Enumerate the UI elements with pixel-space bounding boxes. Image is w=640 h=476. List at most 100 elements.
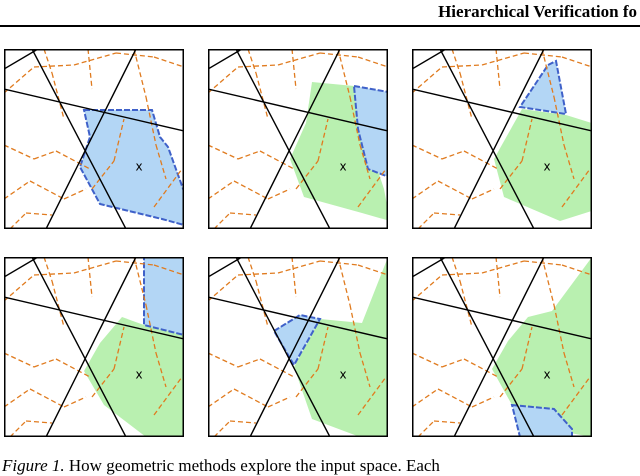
activation-boundary <box>563 144 575 180</box>
activation-boundary <box>471 188 495 200</box>
activation-boundary <box>417 420 435 437</box>
activation-boundary <box>4 388 31 408</box>
activation-boundary <box>349 304 361 354</box>
activation-boundary <box>208 352 239 368</box>
activation-boundary <box>495 257 501 298</box>
panel-frame <box>4 49 184 229</box>
activation-boundary <box>229 212 257 216</box>
activation-boundary <box>521 326 533 370</box>
activation-boundary <box>237 64 279 68</box>
verified-region <box>494 109 592 221</box>
figure-panel-svg: x <box>4 257 184 437</box>
caption-lead: Figure 1. <box>2 456 65 475</box>
activation-boundary <box>237 358 261 368</box>
activation-boundary <box>259 150 295 170</box>
layer-boundary <box>208 49 243 70</box>
activation-boundary <box>481 260 525 274</box>
activation-boundary <box>113 326 125 370</box>
verified-region <box>290 82 388 221</box>
layer-boundary <box>235 49 331 229</box>
caption-text: How geometric methods explore the input … <box>68 456 440 475</box>
active-region <box>143 257 184 337</box>
layer-boundary <box>45 49 137 229</box>
activation-boundary <box>155 144 167 180</box>
activation-boundary <box>441 272 483 276</box>
activation-boundary <box>4 274 35 302</box>
activation-boundary <box>267 188 291 200</box>
activation-boundary <box>4 144 35 160</box>
layer-boundary <box>208 257 243 278</box>
layer-boundary <box>412 257 447 278</box>
activation-boundary <box>499 160 523 190</box>
layer-boundary <box>45 257 137 437</box>
activation-boundary <box>337 49 351 98</box>
activation-boundary <box>349 96 361 146</box>
layer-boundary <box>4 49 39 70</box>
layer-boundary <box>31 257 127 437</box>
figure-panel-2: x <box>208 49 388 229</box>
figure-panel-5: x <box>208 257 388 437</box>
figure-panel-svg: x <box>412 257 592 437</box>
activation-boundary <box>433 212 461 216</box>
activation-boundary <box>213 420 231 437</box>
activation-boundary <box>277 260 321 274</box>
activation-boundary <box>145 304 157 354</box>
activation-boundary <box>523 52 563 58</box>
layer-boundary <box>4 296 184 340</box>
activation-boundary <box>317 326 329 370</box>
activation-boundary <box>213 212 231 229</box>
activation-boundary <box>359 352 371 388</box>
activation-boundary <box>43 49 53 74</box>
activation-boundary <box>463 150 499 170</box>
activation-boundary <box>412 388 439 408</box>
activation-boundary <box>115 52 155 58</box>
layer-boundary <box>235 257 331 437</box>
activation-boundary <box>9 212 27 229</box>
activation-boundary <box>541 257 555 306</box>
input-point-marker: x <box>339 368 346 382</box>
activation-boundary <box>237 150 261 160</box>
layer-boundary <box>412 49 447 70</box>
activation-boundary <box>541 49 555 98</box>
layer-boundary <box>453 49 545 229</box>
activation-boundary <box>4 352 35 368</box>
activation-boundary <box>208 144 239 160</box>
activation-boundary <box>4 180 31 200</box>
activation-boundary <box>233 388 269 408</box>
running-header-title: Hierarchical Verification fo <box>438 2 637 21</box>
activation-boundary <box>451 49 461 74</box>
layer-boundary <box>4 257 39 278</box>
activation-boundary <box>319 260 359 266</box>
figure-panel-svg: x <box>208 257 388 437</box>
figure-panel-1: x <box>4 49 184 229</box>
activation-boundary <box>259 358 295 378</box>
activation-boundary <box>63 396 87 408</box>
activation-boundary <box>91 160 115 190</box>
activation-boundary <box>499 368 523 398</box>
panel-frame <box>412 257 592 437</box>
verified-region <box>492 257 592 437</box>
activation-boundary <box>471 396 495 408</box>
activation-boundary <box>247 257 257 282</box>
activation-boundary <box>412 352 443 368</box>
activation-boundary <box>115 260 155 266</box>
activation-boundary <box>437 180 473 200</box>
activation-boundary <box>208 180 235 200</box>
activation-boundary <box>33 64 75 68</box>
input-point-marker: x <box>543 368 550 382</box>
panel-frame <box>412 49 592 229</box>
active-region <box>272 313 322 368</box>
activation-boundary <box>319 52 359 58</box>
activation-boundary <box>73 260 117 274</box>
active-region <box>510 403 573 437</box>
verified-region <box>294 257 388 437</box>
activation-boundary <box>337 257 351 306</box>
activation-boundary <box>55 150 91 170</box>
activation-boundary <box>73 52 117 66</box>
activation-boundary <box>291 257 297 298</box>
activation-boundary <box>133 257 147 306</box>
activation-boundary <box>133 49 147 98</box>
activation-boundary <box>441 64 483 68</box>
layer-boundary <box>453 257 545 437</box>
panel-frame <box>4 257 184 437</box>
